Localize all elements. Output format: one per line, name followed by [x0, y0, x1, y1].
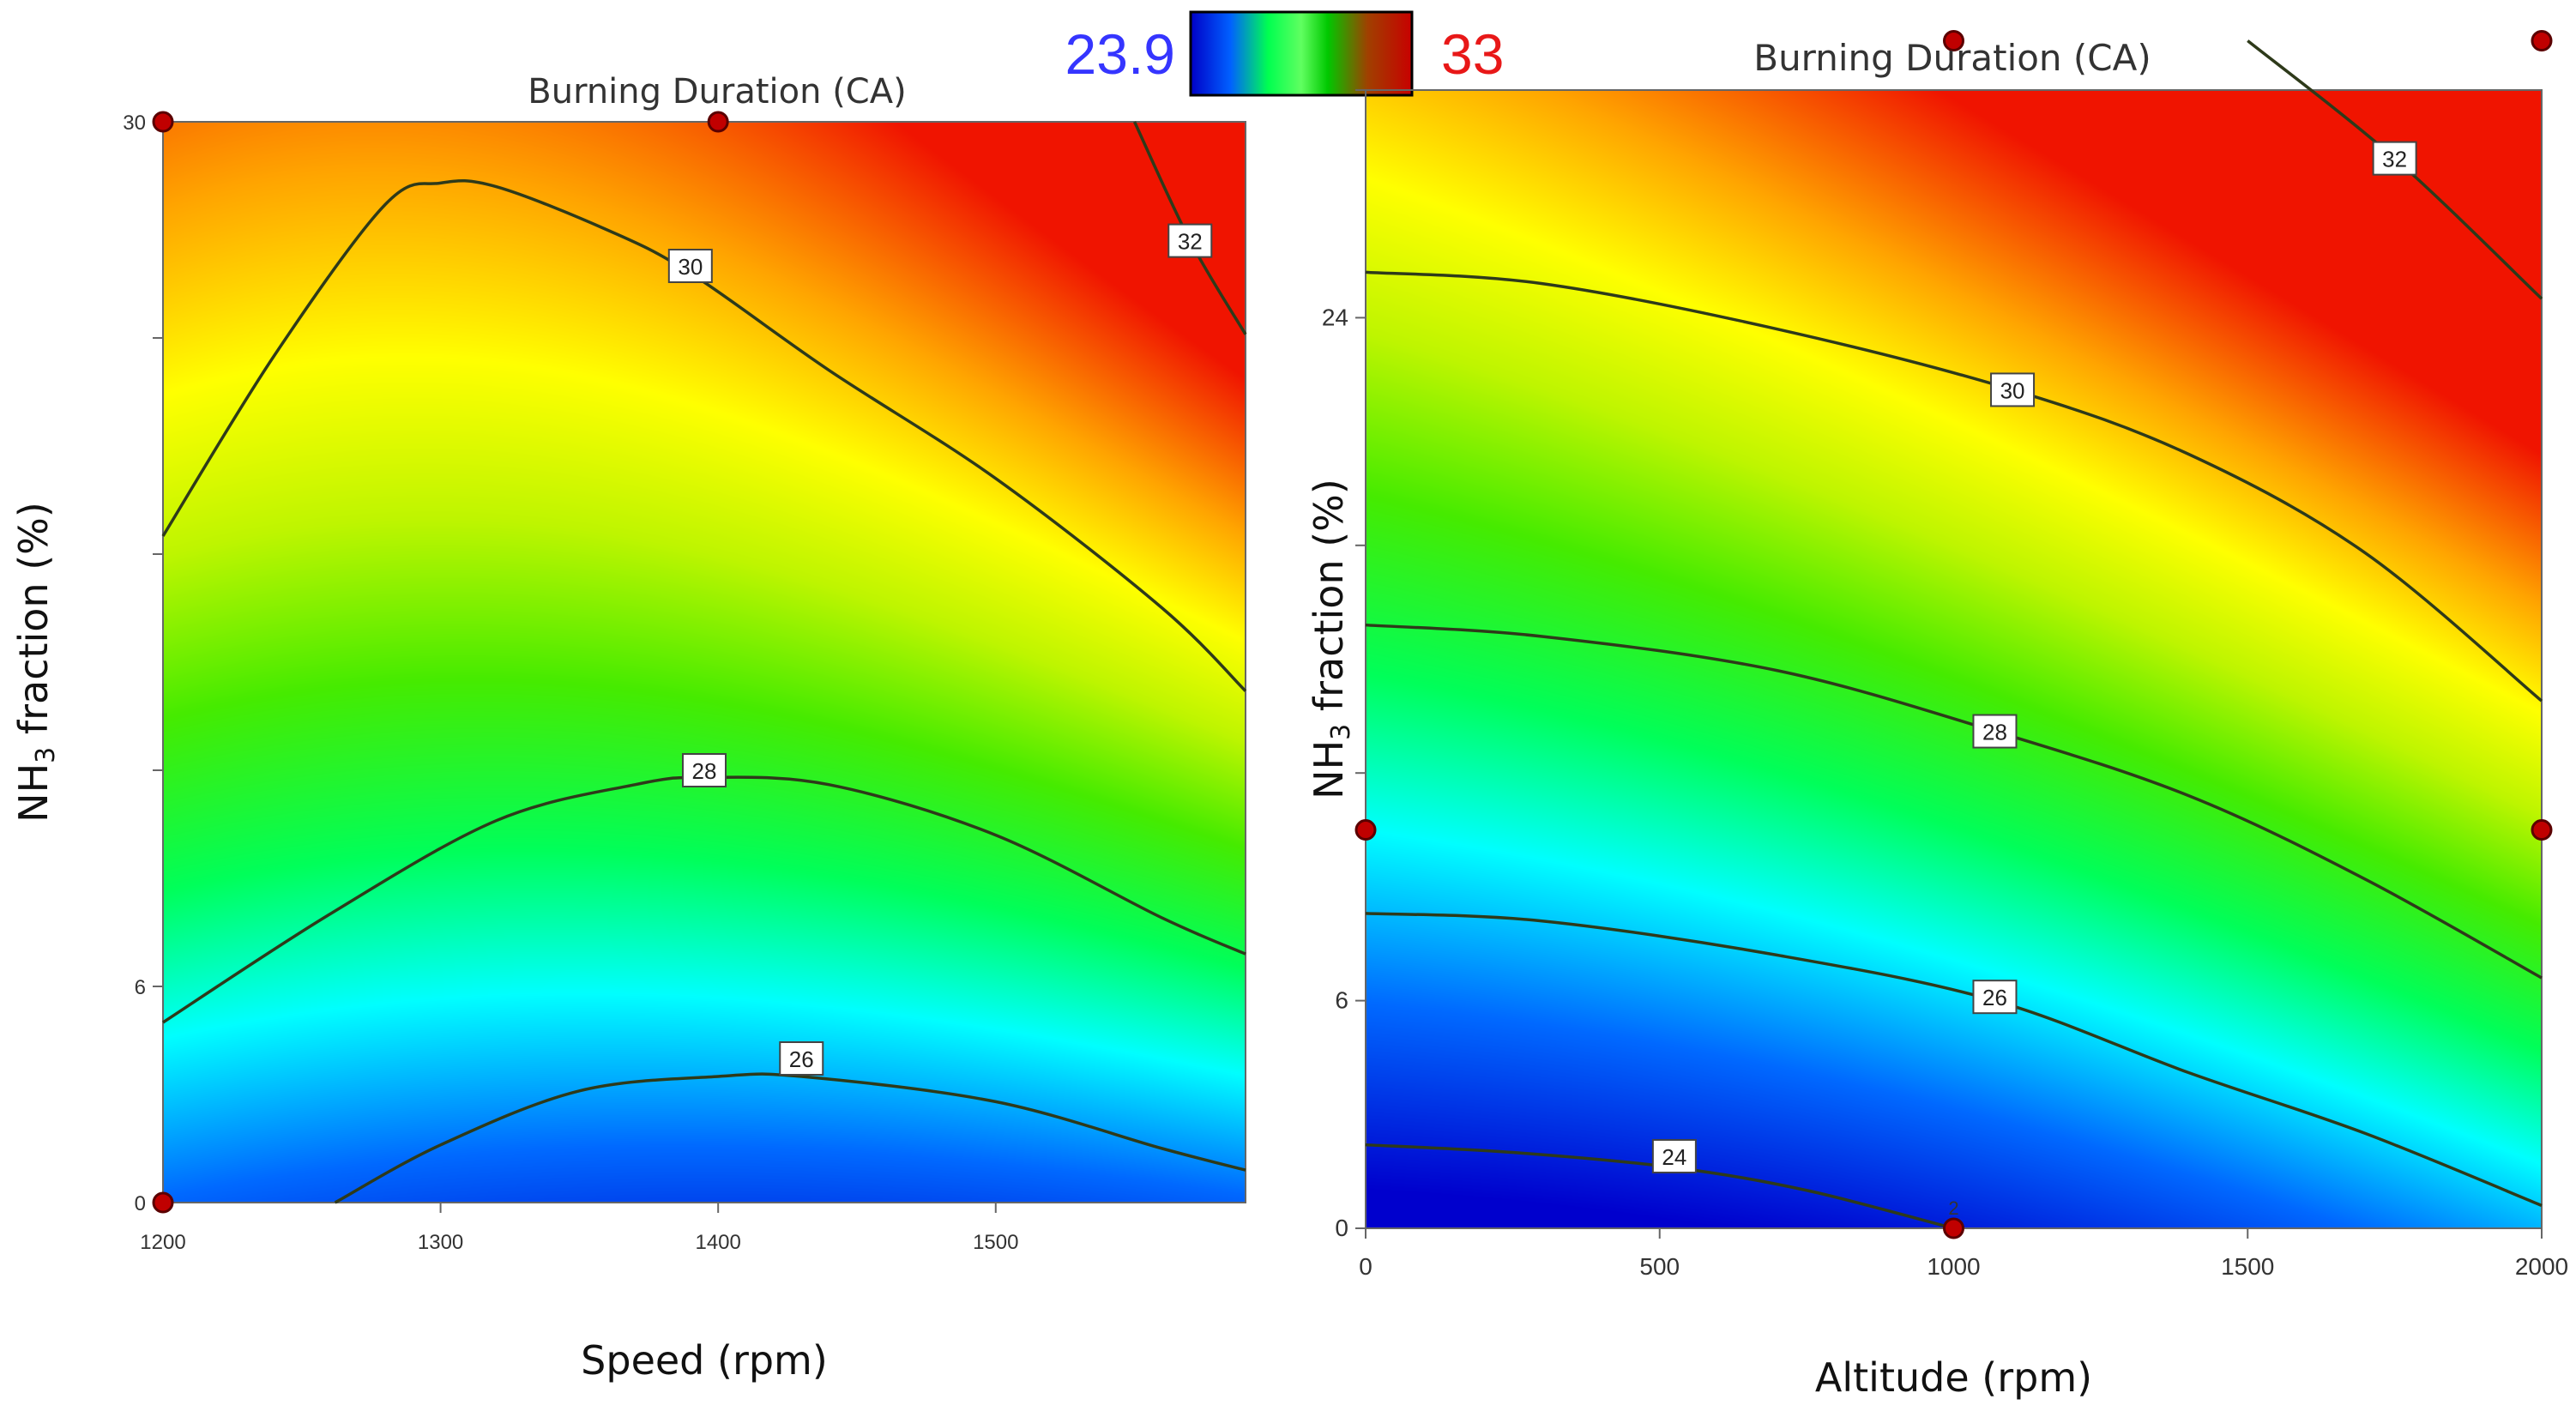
left-x-tick-label: 1300 [418, 1231, 463, 1254]
right-y-axis-label: NH3 fraction (%) [1306, 479, 1356, 799]
left-contour-line-26 [334, 1072, 1246, 1204]
right-contour-label-box-32 [2372, 141, 2417, 176]
right-y-tick-label: 0 [1335, 1215, 1348, 1241]
colorbar-max-label: 33 [1441, 22, 1504, 86]
right-plot-frame [1365, 89, 2543, 1229]
right-chart-title: Burning Duration (CA) [1753, 37, 2151, 79]
left-design-point [152, 111, 174, 133]
right-contour-fill [1366, 90, 2542, 1228]
left-x-tick-label: 1500 [973, 1231, 1018, 1254]
right-contour-label-box-28 [1972, 714, 2018, 749]
right-x-tick-label: 1500 [2221, 1253, 2274, 1280]
right-contour-line-26 [1365, 912, 2543, 1208]
left-contour-label-30: 30 [678, 254, 703, 280]
right-design-point [1943, 1217, 1964, 1239]
colorbar-min-label: 23.9 [1065, 22, 1175, 86]
left-design-point [152, 1191, 174, 1214]
right-contour-label-box-24 [1651, 1138, 1697, 1173]
right-contour-label-30: 30 [2000, 377, 2025, 403]
right-design-point [1354, 819, 1377, 841]
right-x-tick-label: 500 [1639, 1253, 1680, 1280]
left-contour-label-26: 26 [789, 1046, 814, 1072]
left-contour-fill [163, 122, 1246, 1203]
left-x-tick-label: 1200 [140, 1231, 185, 1254]
right-point-annotation: 2 [1948, 1197, 1958, 1219]
left-contour-label-box-32 [1167, 223, 1213, 258]
right-contour-label-26: 26 [1982, 985, 2007, 1010]
right-chart-group: 24 26 28 30 32 0 6 24 0 500 1000 1500 2000 2 Burning D… [1306, 29, 2568, 1401]
right-contour-label-28: 28 [1982, 720, 2007, 745]
right-y-tick-label: 6 [1335, 987, 1348, 1014]
left-x-tick-label: 1400 [695, 1231, 740, 1254]
colorbar [1189, 10, 1414, 97]
left-contour-label-32: 32 [1178, 229, 1203, 255]
right-design-point [2531, 29, 2553, 51]
left-contour-line-28 [162, 775, 1246, 1024]
left-contour-line-30 [161, 178, 1247, 692]
right-design-point [2531, 819, 2553, 841]
right-x-tick-label: 0 [1359, 1253, 1372, 1280]
left-plot-frame [162, 121, 1246, 1203]
right-contour-line-28 [1365, 623, 2543, 980]
right-x-tick-label: 2000 [2515, 1253, 2568, 1280]
right-contour-label-box-26 [1972, 980, 2018, 1015]
right-x-axis-label: Altitude (rpm) [1815, 1354, 2092, 1401]
left-contour-label-box-26 [779, 1041, 824, 1076]
right-y-tick-label: 24 [1322, 304, 1348, 330]
left-contour-label-28: 28 [692, 758, 717, 784]
left-x-axis-label: Speed (rpm) [581, 1337, 828, 1384]
left-design-point [707, 111, 729, 133]
left-y-axis-label: NH3 fraction (%) [10, 502, 61, 823]
left-y-tick-label: 6 [135, 976, 146, 999]
left-contour-label-box-30 [667, 249, 713, 283]
right-x-tick-label: 1000 [1927, 1253, 1980, 1280]
right-contour-label-24: 24 [1662, 1144, 1686, 1170]
left-contour-label-box-28 [682, 753, 727, 787]
right-contour-label-box-30 [1990, 372, 2036, 407]
left-chart-title: Burning Duration (CA) [528, 72, 906, 112]
right-design-point [1943, 29, 1964, 51]
left-chart-group: 26 28 30 32 0 6 30 1200 1300 1400 1500 Burning Dura… [10, 72, 1247, 1384]
left-y-tick-label: 0 [135, 1192, 146, 1215]
left-y-tick-label: 30 [123, 112, 146, 135]
right-contour-label-32: 32 [2382, 147, 2407, 172]
